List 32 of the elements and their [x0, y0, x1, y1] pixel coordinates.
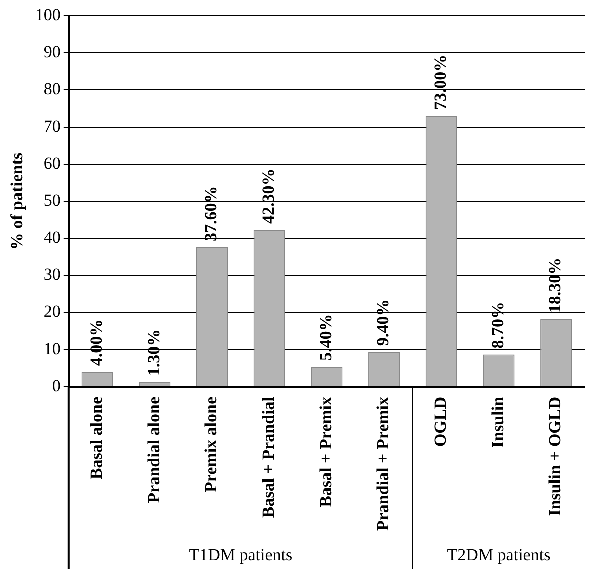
- text: T1DM patients: [189, 545, 293, 564]
- data-label: 9.40%: [374, 299, 393, 346]
- text: T2DM patients: [447, 545, 551, 564]
- x-tick-label: Basal + Premix: [316, 396, 336, 508]
- x-tick-label: Prandial alone: [144, 396, 164, 504]
- data-label: 5.40%: [316, 314, 336, 361]
- data-label: 8.70%: [488, 302, 508, 349]
- y-tick-label: 70: [44, 116, 61, 136]
- data-label: 37.60%: [202, 186, 221, 242]
- y-tick-label: 90: [44, 42, 61, 62]
- y-tick-label: 0: [52, 376, 61, 396]
- x-tick-label: OGLD: [431, 396, 450, 448]
- x-tick-label: Premix alone: [202, 396, 221, 493]
- y-tick-label: 20: [44, 302, 61, 322]
- x-tick-label: Basal alone: [86, 396, 106, 480]
- x-tick-label: Basal + Prandial: [258, 396, 278, 518]
- data-label: 73.00%: [431, 54, 450, 110]
- y-tick-label: 50: [44, 190, 61, 210]
- x-tick-label: Insulin + OGLD: [546, 396, 565, 516]
- data-label: 1.30%: [144, 329, 164, 376]
- y-tick-label: 100: [35, 5, 61, 24]
- y-tick-label: 30: [44, 265, 61, 284]
- x-tick-label: Insulin: [488, 396, 508, 448]
- y-tick-label: 80: [44, 80, 61, 99]
- y-tick-label: 40: [44, 228, 61, 248]
- y-axis-title: % of patients: [8, 152, 27, 250]
- data-label: 42.30%: [258, 168, 278, 224]
- y-tick-label: 10: [44, 339, 61, 358]
- data-label: 4.00%: [86, 319, 106, 366]
- y-tick-label: 60: [44, 154, 61, 173]
- x-tick-label: Prandial + Premix: [374, 396, 393, 532]
- data-label: 18.30%: [546, 258, 565, 314]
